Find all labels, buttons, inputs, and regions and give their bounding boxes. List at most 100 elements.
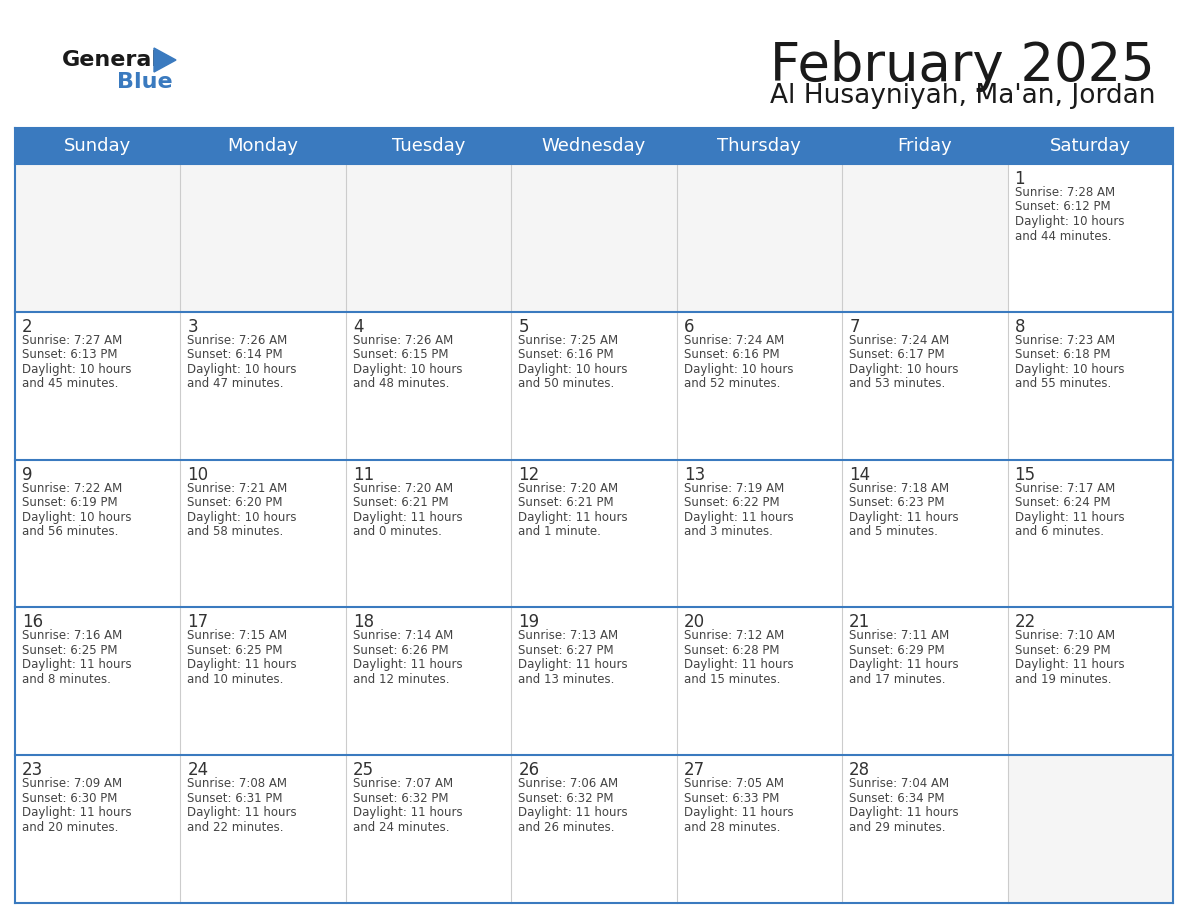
Text: 5: 5 [518, 318, 529, 336]
Bar [1007, 756, 1173, 903]
Text: Sunrise: 7:24 AM: Sunrise: 7:24 AM [849, 334, 949, 347]
Text: Friday: Friday [897, 137, 953, 155]
Text: 24: 24 [188, 761, 209, 779]
Text: and 44 minutes.: and 44 minutes. [1015, 230, 1111, 242]
Text: Sunset: 6:33 PM: Sunset: 6:33 PM [684, 791, 779, 805]
Text: 27: 27 [684, 761, 704, 779]
Text: Daylight: 10 hours: Daylight: 10 hours [353, 363, 462, 375]
Text: 3: 3 [188, 318, 198, 336]
Bar [842, 608, 1007, 756]
Text: 17: 17 [188, 613, 209, 632]
Text: and 6 minutes.: and 6 minutes. [1015, 525, 1104, 538]
Bar [1007, 164, 1173, 312]
Text: Sunset: 6:12 PM: Sunset: 6:12 PM [1015, 200, 1111, 214]
Bar [842, 312, 1007, 460]
Text: 1: 1 [1015, 170, 1025, 188]
Text: Sunrise: 7:20 AM: Sunrise: 7:20 AM [353, 482, 453, 495]
Text: Daylight: 11 hours: Daylight: 11 hours [23, 806, 132, 819]
Text: Sunrise: 7:18 AM: Sunrise: 7:18 AM [849, 482, 949, 495]
Bar [15, 128, 1173, 164]
Text: Sunset: 6:19 PM: Sunset: 6:19 PM [23, 496, 118, 509]
Bar [677, 756, 842, 903]
Text: Daylight: 11 hours: Daylight: 11 hours [353, 806, 462, 819]
Text: Sunrise: 7:22 AM: Sunrise: 7:22 AM [23, 482, 122, 495]
Text: and 28 minutes.: and 28 minutes. [684, 821, 781, 834]
Bar [511, 608, 677, 756]
Text: Blue: Blue [116, 72, 172, 92]
Text: and 20 minutes.: and 20 minutes. [23, 821, 119, 834]
Text: Daylight: 11 hours: Daylight: 11 hours [188, 658, 297, 671]
Bar [181, 608, 346, 756]
Text: Sunset: 6:27 PM: Sunset: 6:27 PM [518, 644, 614, 657]
Text: and 8 minutes.: and 8 minutes. [23, 673, 110, 686]
Text: and 19 minutes.: and 19 minutes. [1015, 673, 1111, 686]
Text: Sunrise: 7:21 AM: Sunrise: 7:21 AM [188, 482, 287, 495]
Text: and 47 minutes.: and 47 minutes. [188, 377, 284, 390]
Bar [1007, 312, 1173, 460]
Text: Daylight: 11 hours: Daylight: 11 hours [849, 658, 959, 671]
Text: 9: 9 [23, 465, 32, 484]
Bar [677, 164, 842, 312]
Bar [15, 608, 181, 756]
Text: and 3 minutes.: and 3 minutes. [684, 525, 772, 538]
Text: Sunset: 6:32 PM: Sunset: 6:32 PM [518, 791, 614, 805]
Text: Daylight: 10 hours: Daylight: 10 hours [23, 510, 132, 523]
Text: Sunset: 6:21 PM: Sunset: 6:21 PM [353, 496, 449, 509]
Text: 18: 18 [353, 613, 374, 632]
Text: February 2025: February 2025 [770, 40, 1155, 92]
Bar [181, 164, 346, 312]
Text: and 1 minute.: and 1 minute. [518, 525, 601, 538]
Text: Sunset: 6:31 PM: Sunset: 6:31 PM [188, 791, 283, 805]
Bar [842, 164, 1007, 312]
Text: and 56 minutes.: and 56 minutes. [23, 525, 119, 538]
Text: Daylight: 11 hours: Daylight: 11 hours [518, 510, 628, 523]
Bar [181, 756, 346, 903]
Text: Wednesday: Wednesday [542, 137, 646, 155]
Bar [15, 460, 181, 608]
Text: and 26 minutes.: and 26 minutes. [518, 821, 614, 834]
Text: Daylight: 11 hours: Daylight: 11 hours [849, 806, 959, 819]
Polygon shape [154, 48, 176, 72]
Text: Sunrise: 7:08 AM: Sunrise: 7:08 AM [188, 778, 287, 790]
Text: and 58 minutes.: and 58 minutes. [188, 525, 284, 538]
Text: Sunrise: 7:28 AM: Sunrise: 7:28 AM [1015, 186, 1114, 199]
Bar [15, 312, 181, 460]
Bar [677, 608, 842, 756]
Bar [181, 312, 346, 460]
Text: and 5 minutes.: and 5 minutes. [849, 525, 939, 538]
Text: 7: 7 [849, 318, 860, 336]
Text: Sunrise: 7:06 AM: Sunrise: 7:06 AM [518, 778, 619, 790]
Text: Sunrise: 7:26 AM: Sunrise: 7:26 AM [188, 334, 287, 347]
Text: Sunset: 6:14 PM: Sunset: 6:14 PM [188, 348, 283, 362]
Text: Sunrise: 7:27 AM: Sunrise: 7:27 AM [23, 334, 122, 347]
Text: and 45 minutes.: and 45 minutes. [23, 377, 119, 390]
Text: Sunrise: 7:05 AM: Sunrise: 7:05 AM [684, 778, 784, 790]
Text: Sunday: Sunday [64, 137, 132, 155]
Bar [1007, 608, 1173, 756]
Bar [346, 608, 511, 756]
Bar [15, 164, 181, 312]
Text: Daylight: 10 hours: Daylight: 10 hours [849, 363, 959, 375]
Text: and 29 minutes.: and 29 minutes. [849, 821, 946, 834]
Text: 28: 28 [849, 761, 871, 779]
Bar [346, 460, 511, 608]
Text: Daylight: 10 hours: Daylight: 10 hours [1015, 215, 1124, 228]
Text: Sunrise: 7:15 AM: Sunrise: 7:15 AM [188, 630, 287, 643]
Bar [842, 756, 1007, 903]
Text: 4: 4 [353, 318, 364, 336]
Text: Daylight: 10 hours: Daylight: 10 hours [1015, 363, 1124, 375]
Text: General: General [62, 50, 160, 70]
Text: Sunset: 6:26 PM: Sunset: 6:26 PM [353, 644, 449, 657]
Text: Daylight: 11 hours: Daylight: 11 hours [188, 806, 297, 819]
Bar [346, 756, 511, 903]
Bar [511, 164, 677, 312]
Text: Sunrise: 7:12 AM: Sunrise: 7:12 AM [684, 630, 784, 643]
Text: Sunset: 6:24 PM: Sunset: 6:24 PM [1015, 496, 1111, 509]
Bar [1007, 460, 1173, 608]
Bar [346, 164, 511, 312]
Text: 21: 21 [849, 613, 871, 632]
Text: Daylight: 11 hours: Daylight: 11 hours [684, 806, 794, 819]
Bar [346, 312, 511, 460]
Text: 25: 25 [353, 761, 374, 779]
Text: Sunrise: 7:16 AM: Sunrise: 7:16 AM [23, 630, 122, 643]
